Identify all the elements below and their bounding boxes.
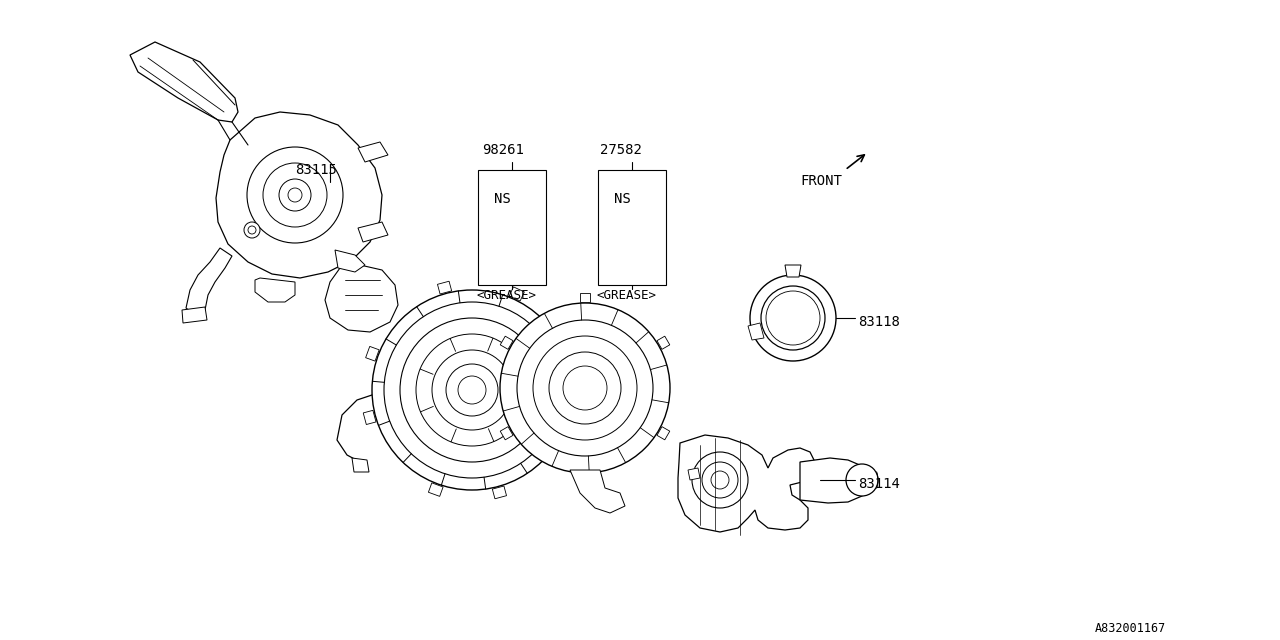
Polygon shape bbox=[438, 281, 452, 294]
Circle shape bbox=[416, 334, 529, 446]
Text: 27582: 27582 bbox=[600, 143, 641, 157]
Circle shape bbox=[765, 291, 820, 345]
Bar bbox=[598, 170, 666, 285]
Polygon shape bbox=[493, 486, 507, 499]
Polygon shape bbox=[570, 470, 625, 513]
Polygon shape bbox=[500, 427, 513, 440]
Polygon shape bbox=[748, 323, 764, 340]
Polygon shape bbox=[800, 458, 870, 503]
Circle shape bbox=[433, 350, 512, 430]
Polygon shape bbox=[358, 222, 388, 242]
Polygon shape bbox=[506, 202, 518, 208]
Circle shape bbox=[710, 471, 730, 489]
Text: <GREASE>: <GREASE> bbox=[476, 289, 536, 302]
Circle shape bbox=[563, 366, 607, 410]
Text: FRONT: FRONT bbox=[800, 174, 842, 188]
Polygon shape bbox=[657, 336, 669, 349]
Text: 98261: 98261 bbox=[483, 143, 524, 157]
Polygon shape bbox=[255, 278, 294, 302]
Bar bbox=[477, 170, 547, 285]
Polygon shape bbox=[429, 483, 443, 497]
Circle shape bbox=[247, 147, 343, 243]
Circle shape bbox=[517, 320, 653, 456]
Polygon shape bbox=[325, 265, 398, 332]
Polygon shape bbox=[335, 250, 365, 272]
Polygon shape bbox=[689, 468, 700, 480]
Circle shape bbox=[500, 303, 669, 473]
Circle shape bbox=[846, 464, 878, 496]
Polygon shape bbox=[580, 293, 590, 302]
Circle shape bbox=[401, 318, 544, 462]
Polygon shape bbox=[580, 474, 590, 483]
Circle shape bbox=[692, 452, 748, 508]
Circle shape bbox=[244, 222, 260, 238]
Polygon shape bbox=[564, 419, 579, 434]
Circle shape bbox=[750, 275, 836, 361]
Polygon shape bbox=[500, 336, 513, 349]
Polygon shape bbox=[182, 307, 207, 323]
Polygon shape bbox=[358, 142, 388, 162]
Circle shape bbox=[532, 336, 637, 440]
Polygon shape bbox=[500, 208, 524, 258]
Circle shape bbox=[445, 364, 498, 416]
Polygon shape bbox=[620, 208, 644, 258]
Text: NS: NS bbox=[494, 192, 511, 206]
Text: A832001167: A832001167 bbox=[1094, 622, 1166, 635]
Circle shape bbox=[549, 352, 621, 424]
Polygon shape bbox=[626, 202, 637, 208]
Circle shape bbox=[384, 302, 561, 478]
Polygon shape bbox=[364, 410, 376, 424]
Text: 83118: 83118 bbox=[858, 315, 900, 329]
Circle shape bbox=[701, 462, 739, 498]
Polygon shape bbox=[186, 248, 232, 315]
Circle shape bbox=[262, 163, 326, 227]
Circle shape bbox=[279, 179, 311, 211]
Polygon shape bbox=[678, 435, 815, 532]
Circle shape bbox=[458, 376, 486, 404]
Text: <GREASE>: <GREASE> bbox=[596, 289, 657, 302]
Text: 83114: 83114 bbox=[858, 477, 900, 491]
Text: NS: NS bbox=[614, 192, 631, 206]
Polygon shape bbox=[509, 287, 525, 301]
Circle shape bbox=[762, 286, 826, 350]
Polygon shape bbox=[568, 355, 581, 370]
Text: 83115: 83115 bbox=[294, 163, 337, 177]
Circle shape bbox=[248, 226, 256, 234]
Polygon shape bbox=[352, 458, 369, 472]
Polygon shape bbox=[216, 112, 381, 278]
Polygon shape bbox=[657, 427, 669, 440]
Polygon shape bbox=[366, 346, 379, 361]
Circle shape bbox=[288, 188, 302, 202]
Polygon shape bbox=[131, 42, 238, 122]
Circle shape bbox=[372, 290, 572, 490]
Polygon shape bbox=[785, 265, 801, 277]
